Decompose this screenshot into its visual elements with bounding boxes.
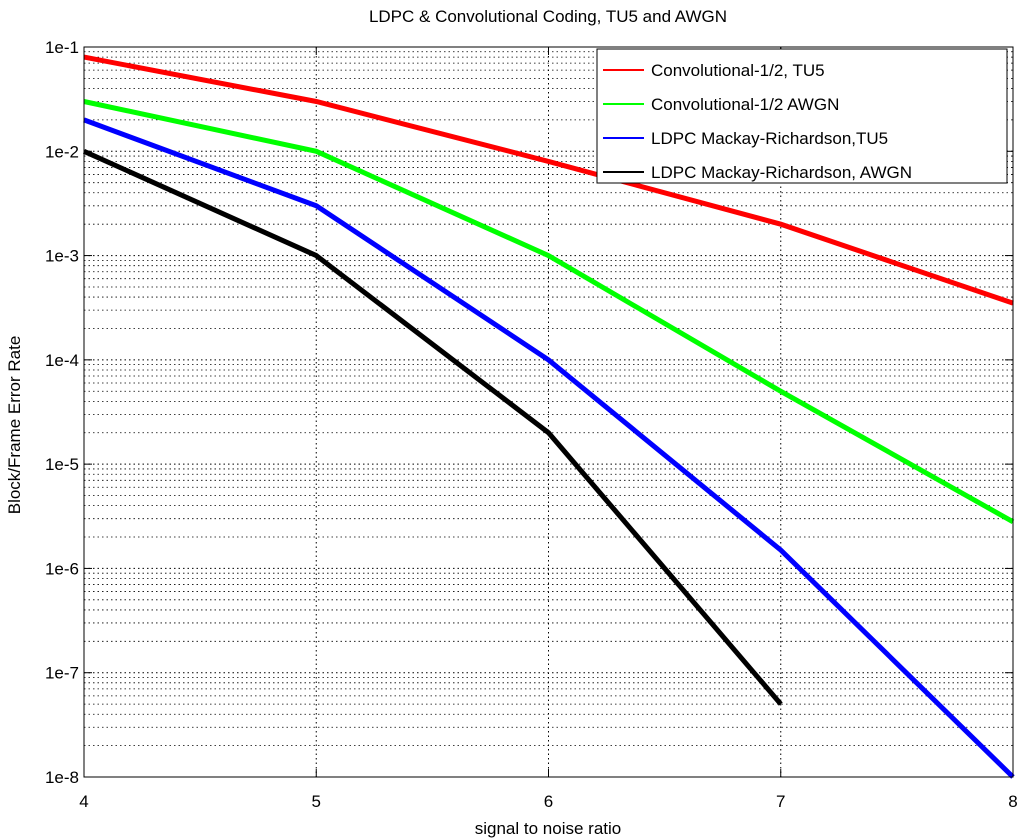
x-tick-label: 4: [79, 792, 88, 811]
y-tick-label: 1e-5: [45, 455, 79, 474]
x-tick-label: 5: [312, 792, 321, 811]
x-axis-label: signal to noise ratio: [475, 819, 621, 838]
y-tick-label: 1e-2: [45, 142, 79, 161]
series-layer: [82, 54, 1015, 779]
legend-label: LDPC Mackay-Richardson, AWGN: [651, 163, 912, 182]
y-tick-label: 1e-3: [45, 247, 79, 266]
x-tick-label: 7: [776, 792, 785, 811]
legend-label: LDPC Mackay-Richardson,TU5: [651, 129, 888, 148]
legend-box: [596, 48, 1008, 184]
legend: Convolutional-1/2, TU5 Convolutional-1/2 …: [596, 48, 1008, 184]
legend-label: Convolutional-1/2, TU5: [651, 61, 825, 80]
y-tick-label: 1e-4: [45, 351, 79, 370]
y-tick-label: 1e-1: [45, 38, 79, 57]
y-tick-label: 1e-7: [45, 664, 79, 683]
tick-labels: 4 5 6 7 8 1e-8 1e-7 1e-6 1e-5 1e-4 1e-3 1e-2 1e-1: [45, 38, 1018, 811]
y-tick-label: 1e-6: [45, 559, 79, 578]
x-tick-label: 6: [544, 792, 553, 811]
series-line-4: [82, 149, 783, 706]
legend-label: Convolutional-1/2 AWGN: [651, 95, 839, 114]
y-tick-label: 1e-8: [45, 768, 79, 787]
chart-title: LDPC & Convolutional Coding, TU5 and AWG…: [369, 7, 727, 26]
x-tick-label: 8: [1008, 792, 1017, 811]
y-axis-label: Block/Frame Error Rate: [5, 336, 24, 515]
